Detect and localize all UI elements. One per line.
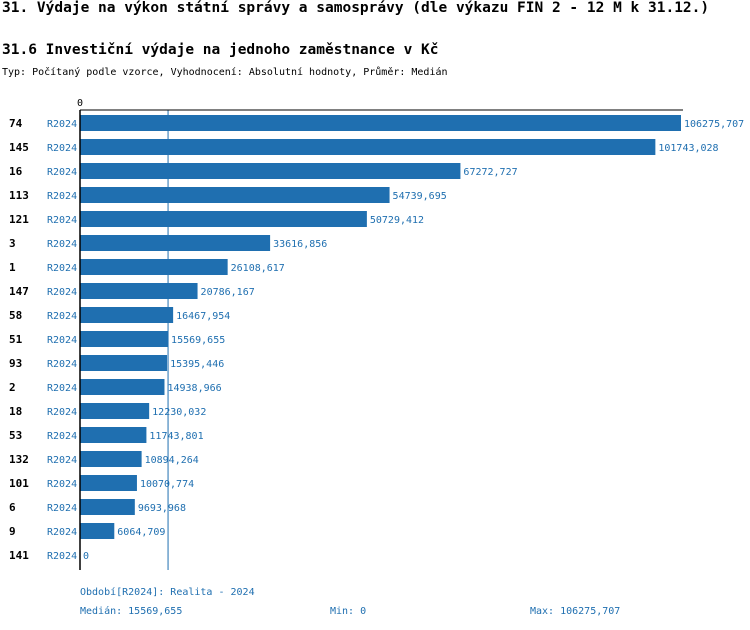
bar [80, 235, 271, 251]
bar-value-label: 10894,264 [145, 455, 199, 466]
footer-min: Min: 0 [330, 606, 367, 617]
bar-value-label: 26108,617 [231, 263, 285, 274]
chart-type-line: Typ: Počítaný podle vzorce, Vyhodnocení:… [2, 67, 448, 78]
row-period-label: R2024 [47, 407, 77, 418]
bar-value-label: 16467,954 [176, 311, 230, 322]
bar-value-label: 54739,695 [393, 191, 447, 202]
bar-value-label: 6064,709 [117, 527, 165, 538]
bar [80, 475, 137, 491]
bar [80, 163, 461, 179]
bar-value-label: 14938,966 [167, 383, 221, 394]
row-period-label: R2024 [47, 479, 77, 490]
bar-value-label: 9693,968 [138, 503, 186, 514]
row-id-label: 93 [9, 357, 22, 370]
bar [80, 139, 656, 155]
row-id-label: 53 [9, 429, 22, 442]
bar-value-label: 15569,655 [171, 335, 225, 346]
row-period-label: R2024 [47, 215, 77, 226]
bar [80, 403, 150, 419]
row-period-label: R2024 [47, 263, 77, 274]
row-period-label: R2024 [47, 239, 77, 250]
bar [80, 331, 169, 347]
row-period-label: R2024 [47, 119, 77, 130]
row-id-label: 51 [9, 333, 23, 346]
axis-zero-label: 0 [77, 98, 83, 109]
row-period-label: R2024 [47, 311, 77, 322]
row-period-label: R2024 [47, 383, 77, 394]
bar-value-label: 11743,801 [149, 431, 203, 442]
row-id-label: 132 [9, 453, 29, 466]
row-period-label: R2024 [47, 503, 77, 514]
bar [80, 283, 198, 299]
row-id-label: 16 [9, 165, 23, 178]
chart-title: 31. Výdaje na výkon státní správy a samo… [2, 0, 710, 16]
bar [80, 307, 174, 323]
row-period-label: R2024 [47, 431, 77, 442]
bar [80, 499, 135, 515]
row-id-label: 101 [9, 477, 29, 490]
bar-value-label: 10070,774 [140, 479, 194, 490]
row-id-label: 74 [9, 117, 23, 130]
bar [80, 379, 165, 395]
bar [80, 115, 681, 131]
row-period-label: R2024 [47, 551, 77, 562]
bar [80, 259, 228, 275]
bar-value-label: 106275,707 [684, 119, 744, 130]
footer-median: Medián: 15569,655 [80, 606, 183, 617]
row-period-label: R2024 [47, 143, 77, 154]
bar-value-label: 50729,412 [370, 215, 424, 226]
row-id-label: 147 [9, 285, 29, 298]
bar-value-label: 0 [83, 551, 89, 562]
row-period-label: R2024 [47, 167, 77, 178]
bar-value-label: 15395,446 [170, 359, 224, 370]
row-id-label: 58 [9, 309, 22, 322]
row-id-label: 113 [9, 189, 29, 202]
chart-subtitle: 31.6 Investiční výdaje na jednoho zaměst… [2, 42, 439, 58]
footer-period: Období[R2024]: Realita - 2024 [80, 587, 255, 598]
bar-value-label: 12230,032 [152, 407, 206, 418]
bar [80, 427, 147, 443]
bar-value-label: 67272,727 [463, 167, 517, 178]
row-period-label: R2024 [47, 455, 77, 466]
row-id-label: 141 [9, 549, 29, 562]
row-period-label: R2024 [47, 359, 77, 370]
row-period-label: R2024 [47, 335, 77, 346]
bar-value-label: 33616,856 [273, 239, 327, 250]
footer-max: Max: 106275,707 [530, 606, 621, 617]
bar-value-label: 20786,167 [201, 287, 255, 298]
bar [80, 355, 168, 371]
row-id-label: 1 [9, 261, 16, 274]
row-id-label: 6 [9, 501, 16, 514]
bar [80, 211, 367, 227]
row-id-label: 145 [9, 141, 29, 154]
bar [80, 451, 142, 467]
bar [80, 523, 115, 539]
row-id-label: 121 [9, 213, 29, 226]
bar [80, 187, 390, 203]
row-id-label: 3 [9, 237, 16, 250]
row-id-label: 18 [9, 405, 22, 418]
row-period-label: R2024 [47, 527, 77, 538]
row-id-label: 2 [9, 381, 16, 394]
row-period-label: R2024 [47, 191, 77, 202]
row-id-label: 9 [9, 525, 16, 538]
row-period-label: R2024 [47, 287, 77, 298]
bar-value-label: 101743,028 [658, 143, 718, 154]
